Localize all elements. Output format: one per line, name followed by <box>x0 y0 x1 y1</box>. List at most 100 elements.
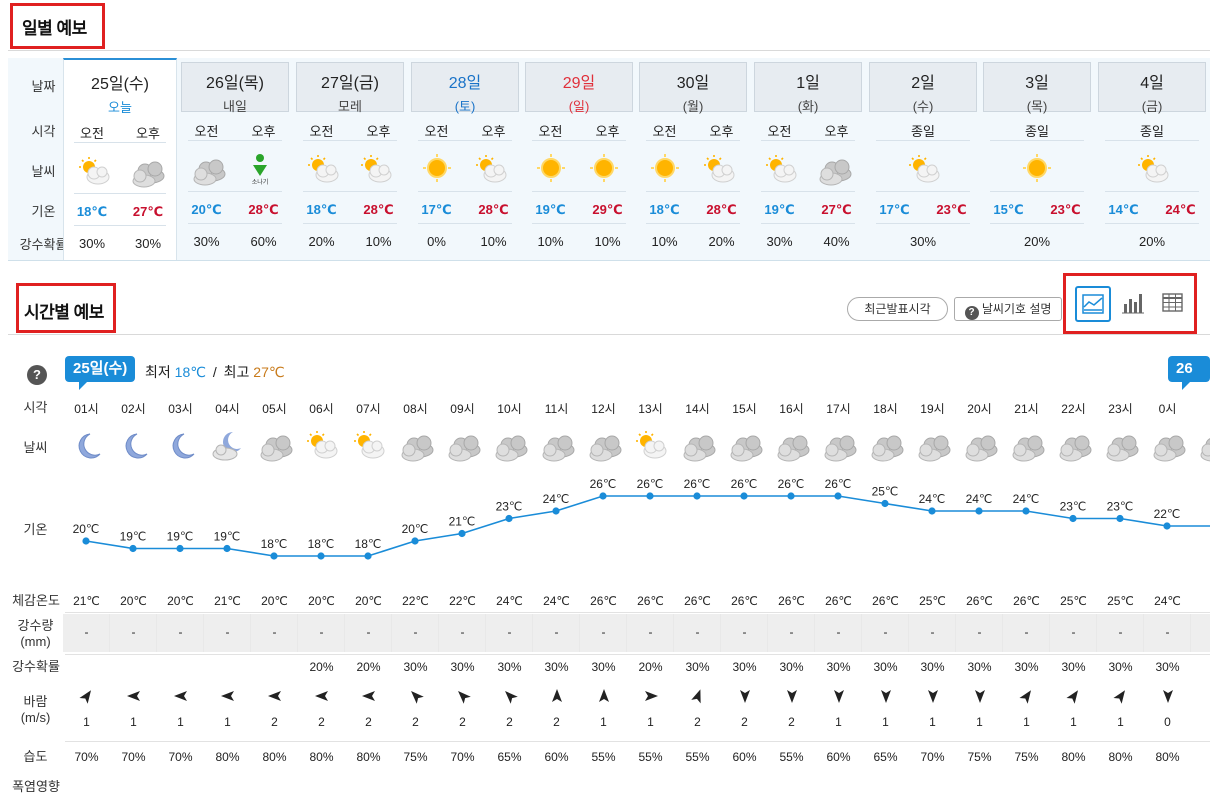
help-button-label: 날씨기호 설명 <box>981 302 1052 316</box>
rain-cell <box>815 614 861 652</box>
min-max-summary: 최저 18℃ / 최고 27℃ <box>145 362 285 382</box>
daily-date-header[interactable]: 27일(금) 모레 <box>296 62 404 114</box>
hour-wind-speed: 2 <box>365 715 372 729</box>
hour-humidity: 70% <box>920 750 945 764</box>
daily-column[interactable]: 26일(목) 내일 오전 오후 소나기 30% 60% 20℃ 28℃ <box>178 58 292 260</box>
partly-sunny-icon <box>903 152 943 184</box>
cloudy-icon <box>818 428 862 468</box>
hour-time: 23시 <box>1108 402 1133 416</box>
wind-label-unit: (m/s) <box>20 710 51 725</box>
daily-am-label: 오전 <box>767 124 792 139</box>
hour-humidity: 70% <box>168 750 193 764</box>
daily-separator <box>876 191 970 192</box>
moon-icon <box>160 428 204 468</box>
hour-wind-speed: 1 <box>224 715 231 729</box>
daily-am-pop: 30% <box>193 234 220 249</box>
daily-date-header[interactable]: 2일 (수) <box>869 62 977 114</box>
daily-separator <box>418 140 512 141</box>
temp-point <box>458 529 466 538</box>
hour-humidity: 55% <box>591 750 616 764</box>
daily-date-header[interactable]: 3일 (목) <box>983 62 1091 114</box>
hour-feel-temp: 24℃ <box>1154 594 1181 608</box>
daily-column[interactable]: 27일(금) 모레 오전 오후 20% 10% 18℃ 28℃ <box>293 58 407 260</box>
graph-view-button[interactable] <box>1075 286 1111 322</box>
daily-high-temp: 28℃ <box>248 202 279 217</box>
daily-column[interactable]: 4일 (금) 종일 20% 14℃ 24℃ <box>1095 58 1209 260</box>
hour-humidity: 80% <box>262 750 287 764</box>
hour-humidity: 80% <box>1061 750 1086 764</box>
cloudy-icon <box>813 152 853 186</box>
temp-point <box>787 492 795 500</box>
hour-pop: 20% <box>309 660 334 674</box>
daily-low-temp: 15℃ <box>993 202 1024 217</box>
hour-humidity: 80% <box>215 750 240 764</box>
temp-point <box>364 552 372 560</box>
daily-high-temp: 27℃ <box>821 202 852 217</box>
temp-label: 18℃ <box>308 537 335 551</box>
hourly-divider <box>8 334 1210 335</box>
bar-chart-view-button[interactable] <box>1116 286 1152 322</box>
weather-symbol-help-button[interactable]: ? 날씨기호 설명 <box>954 297 1062 321</box>
wind-direction-icon <box>110 688 157 707</box>
rain-cell <box>956 614 1002 652</box>
daily-column[interactable]: 25일(수) 오늘 오전 오후 30% 30% 18℃ 27℃ <box>63 58 177 260</box>
daily-date-header[interactable]: 30일 (월) <box>639 62 747 114</box>
hour-wind-speed: 1 <box>835 715 842 729</box>
hour-rain: - <box>366 625 371 639</box>
temp-line <box>85 495 1210 557</box>
daily-separator <box>990 191 1084 192</box>
daily-date-header[interactable]: 29일 (일) <box>525 62 633 114</box>
daily-pm-label: 오후 <box>136 126 160 141</box>
daily-separator <box>188 140 282 141</box>
hour-pop: 30% <box>732 660 757 674</box>
max-label: 최고 <box>223 364 250 380</box>
daily-date-header[interactable]: 25일(수) 오늘 <box>67 64 173 115</box>
temp-label: 26℃ <box>825 477 852 491</box>
temp-point <box>693 492 701 500</box>
hour-pop: 30% <box>450 660 475 674</box>
daily-allday-pop: 20% <box>1138 234 1166 249</box>
hour-time: 15시 <box>732 402 757 416</box>
daily-column[interactable]: 29일 (일) 오전 오후 10% 10% 19℃ 29℃ <box>522 58 636 260</box>
hour-feel-temp: 24℃ <box>543 594 570 608</box>
daily-column[interactable]: 28일 (토) 오전 오후 0% 10% 17℃ 28℃ <box>408 58 522 260</box>
hourly-help-icon[interactable]: ? <box>27 365 47 385</box>
cloudy-icon <box>583 428 627 468</box>
hour-feel-temp: 26℃ <box>590 594 617 608</box>
cloudy-icon <box>912 428 956 468</box>
daily-separator <box>1105 191 1199 192</box>
daily-date-header[interactable]: 28일 (토) <box>411 62 519 114</box>
hour-humidity: 70% <box>74 750 99 764</box>
daily-separator <box>74 193 166 194</box>
daily-column[interactable]: 3일 (목) 종일 20% 15℃ 23℃ <box>980 58 1094 260</box>
daily-allday-label: 종일 <box>1140 124 1164 139</box>
latest-release-button[interactable]: 최근발표시각 <box>847 297 948 321</box>
daily-separator <box>646 140 740 141</box>
hour-feel-temp: 20℃ <box>120 594 147 608</box>
partly-sunny-icon <box>73 154 113 186</box>
hour-humidity: 70% <box>450 750 475 764</box>
daily-day-sub: (화) <box>797 99 819 114</box>
partly-sunny-icon <box>348 428 392 468</box>
daily-column[interactable]: 30일 (월) 오전 오후 10% 20% 18℃ 28℃ <box>636 58 750 260</box>
daily-date-header[interactable]: 4일 (금) <box>1098 62 1206 114</box>
grid-line-pop <box>65 654 1210 655</box>
daily-high-temp: 27℃ <box>132 204 164 219</box>
rain-cell <box>392 614 438 652</box>
cloudy-icon <box>489 428 533 468</box>
hourly-label-temp: 기온 <box>23 522 48 537</box>
hour-rain: - <box>413 625 418 639</box>
daily-separator <box>532 140 626 141</box>
hour-rain: - <box>648 625 653 639</box>
hour-rain: - <box>460 625 465 639</box>
daily-column[interactable]: 2일 (수) 종일 30% 17℃ 23℃ <box>866 58 980 260</box>
daily-pm-label: 오후 <box>709 124 734 139</box>
daily-column[interactable]: 1일 (화) 오전 오후 30% 40% 19℃ 27℃ <box>751 58 865 260</box>
temp-label: 26℃ <box>778 477 805 491</box>
hour-wind-speed: 2 <box>459 715 466 729</box>
temp-point <box>646 492 654 500</box>
row-label-pop: 강수확률 <box>19 237 68 252</box>
daily-date-header[interactable]: 1일 (화) <box>754 62 862 114</box>
daily-date-header[interactable]: 26일(목) 내일 <box>181 62 289 114</box>
table-view-button[interactable] <box>1156 286 1192 322</box>
